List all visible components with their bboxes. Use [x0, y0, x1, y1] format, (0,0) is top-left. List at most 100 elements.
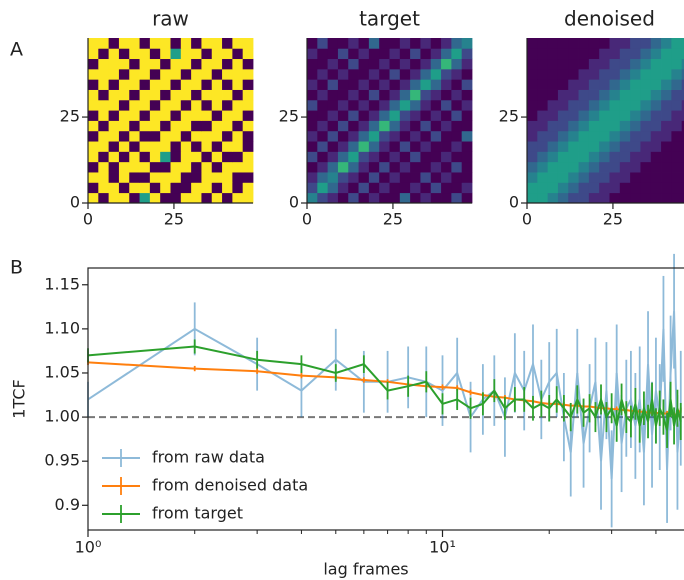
heatmap-cell: [640, 192, 652, 204]
heatmap-cell: [399, 182, 411, 194]
heatmap-cell: [671, 99, 683, 111]
heatmap-cell: [317, 120, 329, 132]
heatmap-cell: [160, 68, 171, 80]
heatmap-cell: [527, 120, 538, 132]
heatmap-cell: [88, 192, 99, 204]
heatmap-cell: [609, 172, 621, 183]
heatmap-cell: [527, 161, 538, 173]
heatmap-cell: [317, 182, 329, 194]
heatmap-cell: [201, 68, 213, 80]
heatmap-cell: [358, 79, 370, 90]
heatmap-cell: [671, 58, 683, 70]
heatmap-cell: [149, 130, 161, 142]
y-tick-label: 25: [499, 107, 519, 126]
heatmap-cell: [98, 172, 110, 183]
heatmap-cell: [358, 141, 370, 152]
heatmap-cell: [441, 161, 452, 173]
heatmap-cell: [399, 120, 411, 132]
heatmap-cell: [451, 99, 463, 111]
heatmap-cell: [430, 172, 442, 183]
heatmap-cell: [527, 89, 538, 101]
heatmap-cell: [410, 172, 421, 183]
heatmap-cell: [368, 99, 380, 111]
x-tick-label: 25: [164, 210, 184, 229]
heatmap-cell: [557, 68, 569, 80]
heatmap-cell: [118, 151, 130, 163]
heatmap-cell: [537, 151, 549, 163]
heatmap-cell: [650, 110, 662, 121]
heatmap-cell: [242, 79, 254, 90]
heatmap-cell: [108, 151, 120, 163]
heatmap-cell: [547, 110, 559, 121]
heatmap-cell: [222, 79, 233, 90]
heatmap-cell: [337, 182, 349, 194]
heatmap-cell: [88, 48, 99, 60]
heatmap-cell: [232, 79, 244, 90]
y-tick-label: 0: [509, 193, 519, 212]
heatmap-cell: [211, 99, 223, 111]
heatmap-cell: [160, 99, 171, 111]
heatmap-cell: [191, 68, 202, 80]
heatmap-cell: [88, 172, 99, 183]
heatmap-cell: [139, 38, 151, 49]
heatmap-cell: [568, 120, 579, 132]
heatmap-cell: [317, 48, 329, 60]
heatmap-cell: [661, 89, 672, 101]
heatmap-cell: [609, 79, 621, 90]
heatmap-cell: [420, 110, 432, 121]
heatmap-cell: [348, 110, 359, 121]
heatmap-cell: [88, 161, 99, 173]
x-tick-label: 0: [302, 210, 312, 229]
heatmap-cell: [358, 58, 370, 70]
heatmap-cell: [149, 38, 161, 49]
heatmap-cell: [108, 192, 120, 204]
heatmap-cell: [461, 141, 473, 152]
heatmap-cell: [348, 151, 359, 163]
heatmap-cell: [118, 89, 130, 101]
heatmap-cell: [201, 120, 213, 132]
heatmap-cell: [650, 161, 662, 173]
heatmap-cell: [88, 68, 99, 80]
heatmap-cell: [232, 38, 244, 49]
heatmap-cell: [222, 161, 233, 173]
heatmap-cell: [170, 161, 182, 173]
heatmap-cell: [98, 141, 110, 152]
heatmap-cell: [129, 141, 140, 152]
y-tick-label: 1.00: [44, 407, 80, 426]
legend-label: from denoised data: [152, 476, 308, 495]
heatmap-cell: [201, 182, 213, 194]
heatmap-cell: [389, 48, 401, 60]
y-tick-label: 0.95: [44, 451, 80, 470]
heatmap-cell: [420, 99, 432, 111]
heatmap-cell: [88, 99, 99, 111]
heatmap-cell: [609, 99, 621, 111]
heatmap-cell: [461, 48, 473, 60]
heatmap-cell: [609, 38, 621, 49]
heatmap-cell: [527, 99, 538, 111]
heatmap-cell: [232, 141, 244, 152]
heatmap-cell: [211, 141, 223, 152]
heatmap-cell: [609, 161, 621, 173]
heatmap-cell: [139, 58, 151, 70]
heatmap-cell: [451, 182, 463, 194]
y-tick-label: 0: [289, 193, 299, 212]
heatmap-cell: [201, 110, 213, 121]
heatmap-cell: [619, 68, 631, 80]
heatmap-cell: [451, 58, 463, 70]
heatmap-cell: [650, 58, 662, 70]
heatmap-cell: [399, 161, 411, 173]
heatmap-cell: [201, 58, 213, 70]
heatmap-cell: [88, 38, 99, 49]
heatmap-cell: [537, 110, 549, 121]
heatmap-cell: [337, 79, 349, 90]
heatmap-cell: [640, 161, 652, 173]
heatmap-cell: [619, 58, 631, 70]
heatmap-cell: [180, 192, 192, 204]
heatmap-cell: [108, 68, 120, 80]
heatmap-cell: [619, 172, 631, 183]
heatmap-cell: [222, 48, 233, 60]
heatmap-cell: [578, 120, 590, 132]
heatmap-cell: [191, 172, 202, 183]
heatmap-cell: [222, 182, 233, 194]
heatmap-cell: [118, 110, 130, 121]
